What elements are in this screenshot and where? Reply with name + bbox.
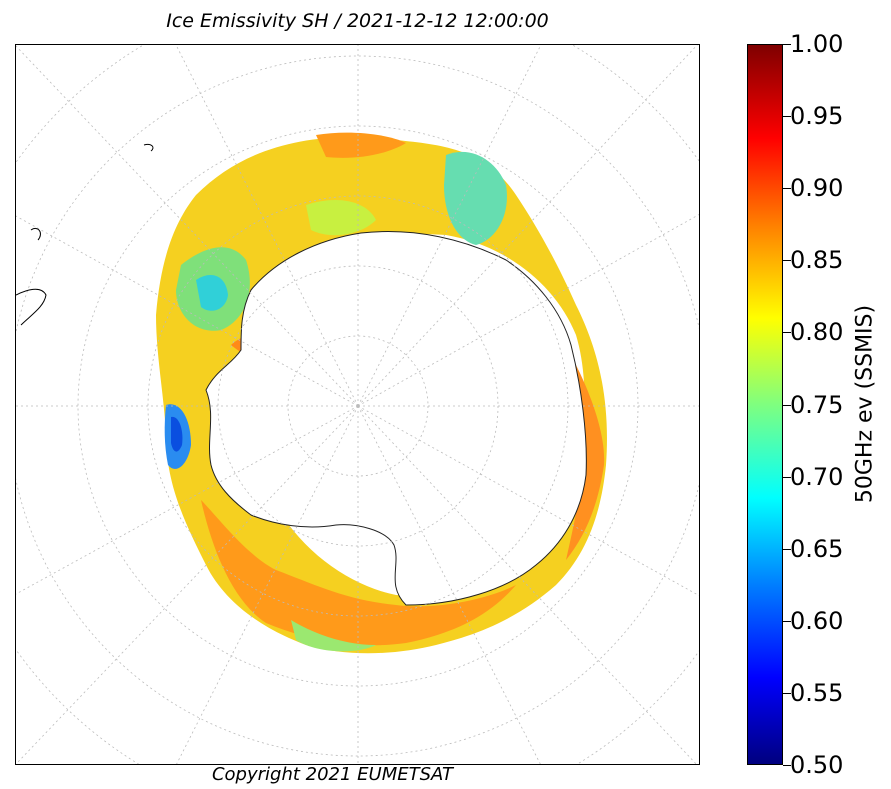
polar-map <box>15 44 700 765</box>
sea-ice-field <box>156 132 607 654</box>
colorbar-tick-label: 0.95 <box>790 102 844 131</box>
map-title: Ice Emissivity SH / 2021-12-12 12:00:00 <box>166 10 549 32</box>
antarctica-coastline <box>205 231 587 606</box>
colorbar-label: 50GHz ev (SSMIS) <box>852 304 878 504</box>
colorbar-tick-label: 0.50 <box>790 751 844 779</box>
colorbar-tick-label: 0.60 <box>790 606 844 635</box>
colorbar-tick <box>783 692 791 694</box>
colorbar-tick-label: 0.70 <box>790 462 844 491</box>
colorbar-tick-label: 0.75 <box>790 390 844 419</box>
colorbar-tick-label: 0.55 <box>790 678 844 707</box>
colorbar-tick <box>783 44 791 45</box>
colorbar-tick <box>783 404 791 406</box>
colorbar-tick-label: 0.90 <box>790 174 844 203</box>
distant-coastlines <box>16 144 154 326</box>
graticule <box>16 45 699 764</box>
colorbar-tick <box>783 548 791 550</box>
colorbar-tick <box>783 188 791 190</box>
colorbar-tick <box>783 260 791 262</box>
colorbar-tick-label: 1.00 <box>790 30 844 58</box>
colorbar-tick <box>783 620 791 622</box>
map-canvas <box>16 45 699 764</box>
colorbar <box>747 44 783 765</box>
copyright-notice: Copyright 2021 EUMETSAT <box>211 764 454 785</box>
colorbar-tick <box>783 116 791 118</box>
colorbar-tick-label: 0.80 <box>790 318 844 347</box>
colorbar-tick <box>783 765 791 766</box>
colorbar-tick-label: 0.85 <box>790 246 844 275</box>
colorbar-tick-label: 0.65 <box>790 534 844 563</box>
colorbar-tick <box>783 476 791 478</box>
colorbar-tick <box>783 332 791 334</box>
